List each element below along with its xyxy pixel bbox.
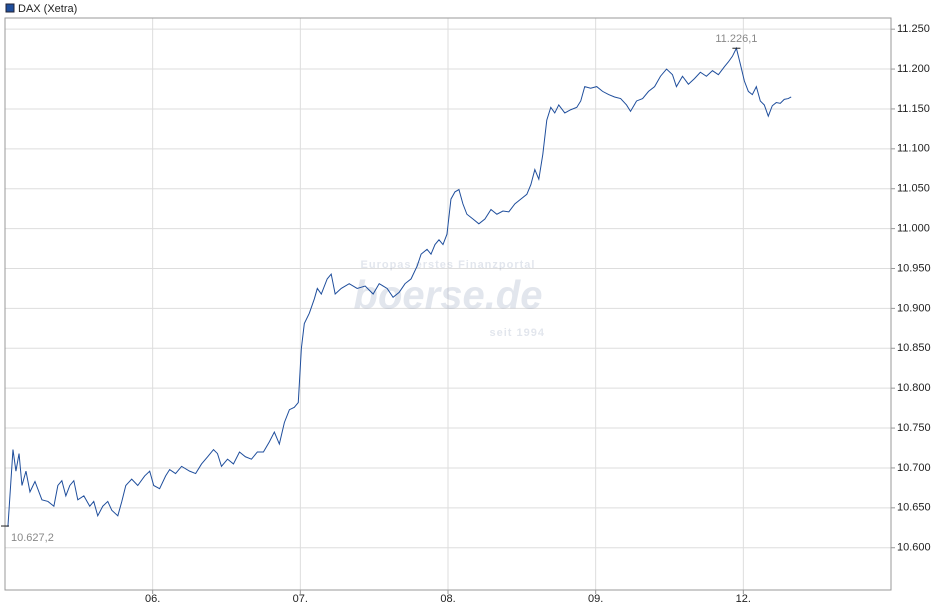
y-tick-label: 11.100 — [897, 143, 930, 155]
y-tick-label: 10.800 — [897, 382, 931, 394]
y-tick-label: 11.200 — [897, 63, 930, 75]
watermark-bottom: seit 1994 — [490, 327, 545, 339]
legend-label: DAX (Xetra) — [18, 3, 77, 15]
x-tick-label: 06. — [145, 593, 160, 605]
watermark-main: boerse.de — [354, 274, 543, 318]
y-tick-label: 10.700 — [897, 462, 931, 474]
y-tick-label: 10.900 — [897, 302, 931, 314]
watermark: Europas erstes Finanzportal boerse.de se… — [354, 259, 545, 339]
y-tick-label: 10.600 — [897, 542, 931, 554]
y-tick-label: 11.000 — [897, 223, 930, 235]
x-tick-label: 07. — [293, 593, 308, 605]
watermark-top: Europas erstes Finanzportal — [361, 259, 536, 271]
extreme-label: 11.226,1 — [715, 33, 757, 45]
y-tick-label: 10.650 — [897, 502, 931, 514]
x-tick-label: 12. — [736, 593, 751, 605]
y-tick-label: 10.750 — [897, 422, 931, 434]
y-tick-label: 11.150 — [897, 103, 930, 115]
y-tick-label: 11.250 — [897, 23, 930, 35]
x-tick-label: 08. — [440, 593, 455, 605]
grid — [5, 18, 891, 590]
x-tick-label: 09. — [588, 593, 603, 605]
y-tick-label: 10.950 — [897, 262, 931, 274]
y-tick-label: 11.050 — [897, 183, 930, 195]
legend-swatch — [5, 3, 15, 13]
extreme-label: 10.627,2 — [11, 532, 54, 544]
y-tick-label: 10.850 — [897, 342, 931, 354]
price-line — [4, 46, 792, 527]
